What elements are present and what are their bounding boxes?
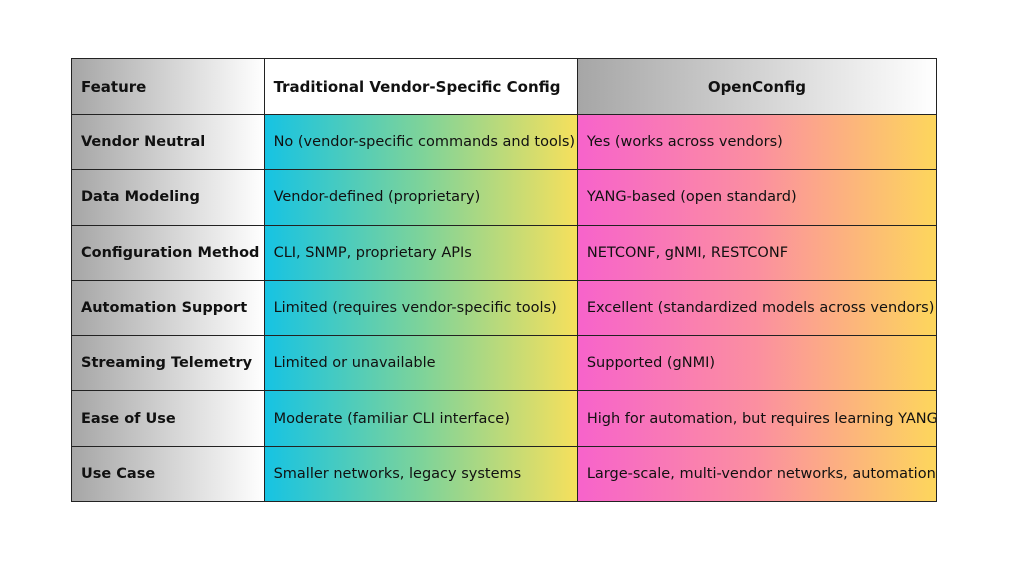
table-row: Vendor Neutral No (vendor-specific comman…: [72, 114, 936, 170]
table-cell: High for automation, but requires learni…: [576, 391, 936, 446]
table-cell: Data Modeling: [72, 170, 264, 225]
table-cell: Use Case: [72, 446, 264, 502]
header-cell: Traditional Vendor-Specific Config: [263, 59, 577, 114]
table-row: Ease of Use Moderate (familiar CLI interf…: [72, 390, 936, 446]
table-cell: Large-scale, multi-vendor networks, auto…: [576, 446, 936, 502]
table-cell: Smaller networks, legacy systems: [263, 446, 577, 502]
table-cell: Moderate (familiar CLI interface): [263, 391, 577, 446]
table-cell: Automation Support: [72, 280, 264, 336]
header-row: Feature Traditional Vendor-Specific Confi…: [72, 59, 936, 114]
table-cell: Ease of Use: [72, 391, 264, 446]
table-cell: Streaming Telemetry: [72, 336, 264, 391]
table-cell: Supported (gNMI): [576, 336, 936, 391]
table-cell: No (vendor-specific commands and tools): [263, 115, 577, 170]
table-cell: Limited (requires vendor-specific tools): [263, 280, 577, 336]
table-row: Automation Support Limited (requires vend…: [72, 279, 936, 336]
table-cell: YANG-based (open standard): [576, 170, 936, 225]
table-cell: Vendor Neutral: [72, 115, 264, 170]
table-cell: Excellent (standardized models across ve…: [576, 280, 936, 336]
table-cell: Limited or unavailable: [263, 336, 577, 391]
table-cell: NETCONF, gNMI, RESTCONF: [576, 225, 936, 280]
table-row: Data Modeling Vendor-defined (proprietary…: [72, 169, 936, 225]
table-row: Use Case Smaller networks, legacy systems…: [72, 445, 936, 502]
table-cell: CLI, SNMP, proprietary APIs: [263, 225, 577, 280]
header-cell: OpenConfig: [576, 59, 936, 114]
table-cell: Vendor-defined (proprietary): [263, 170, 577, 225]
table-row: Configuration Method CLI, SNMP, proprieta…: [72, 224, 936, 280]
comparison-table: Feature Traditional Vendor-Specific Confi…: [71, 58, 937, 503]
header-cell: Feature: [72, 59, 264, 114]
table-cell: Configuration Method: [72, 225, 264, 280]
table-row: Streaming Telemetry Limited or unavailabl…: [72, 335, 936, 391]
table-cell: Yes (works across vendors): [576, 115, 936, 170]
